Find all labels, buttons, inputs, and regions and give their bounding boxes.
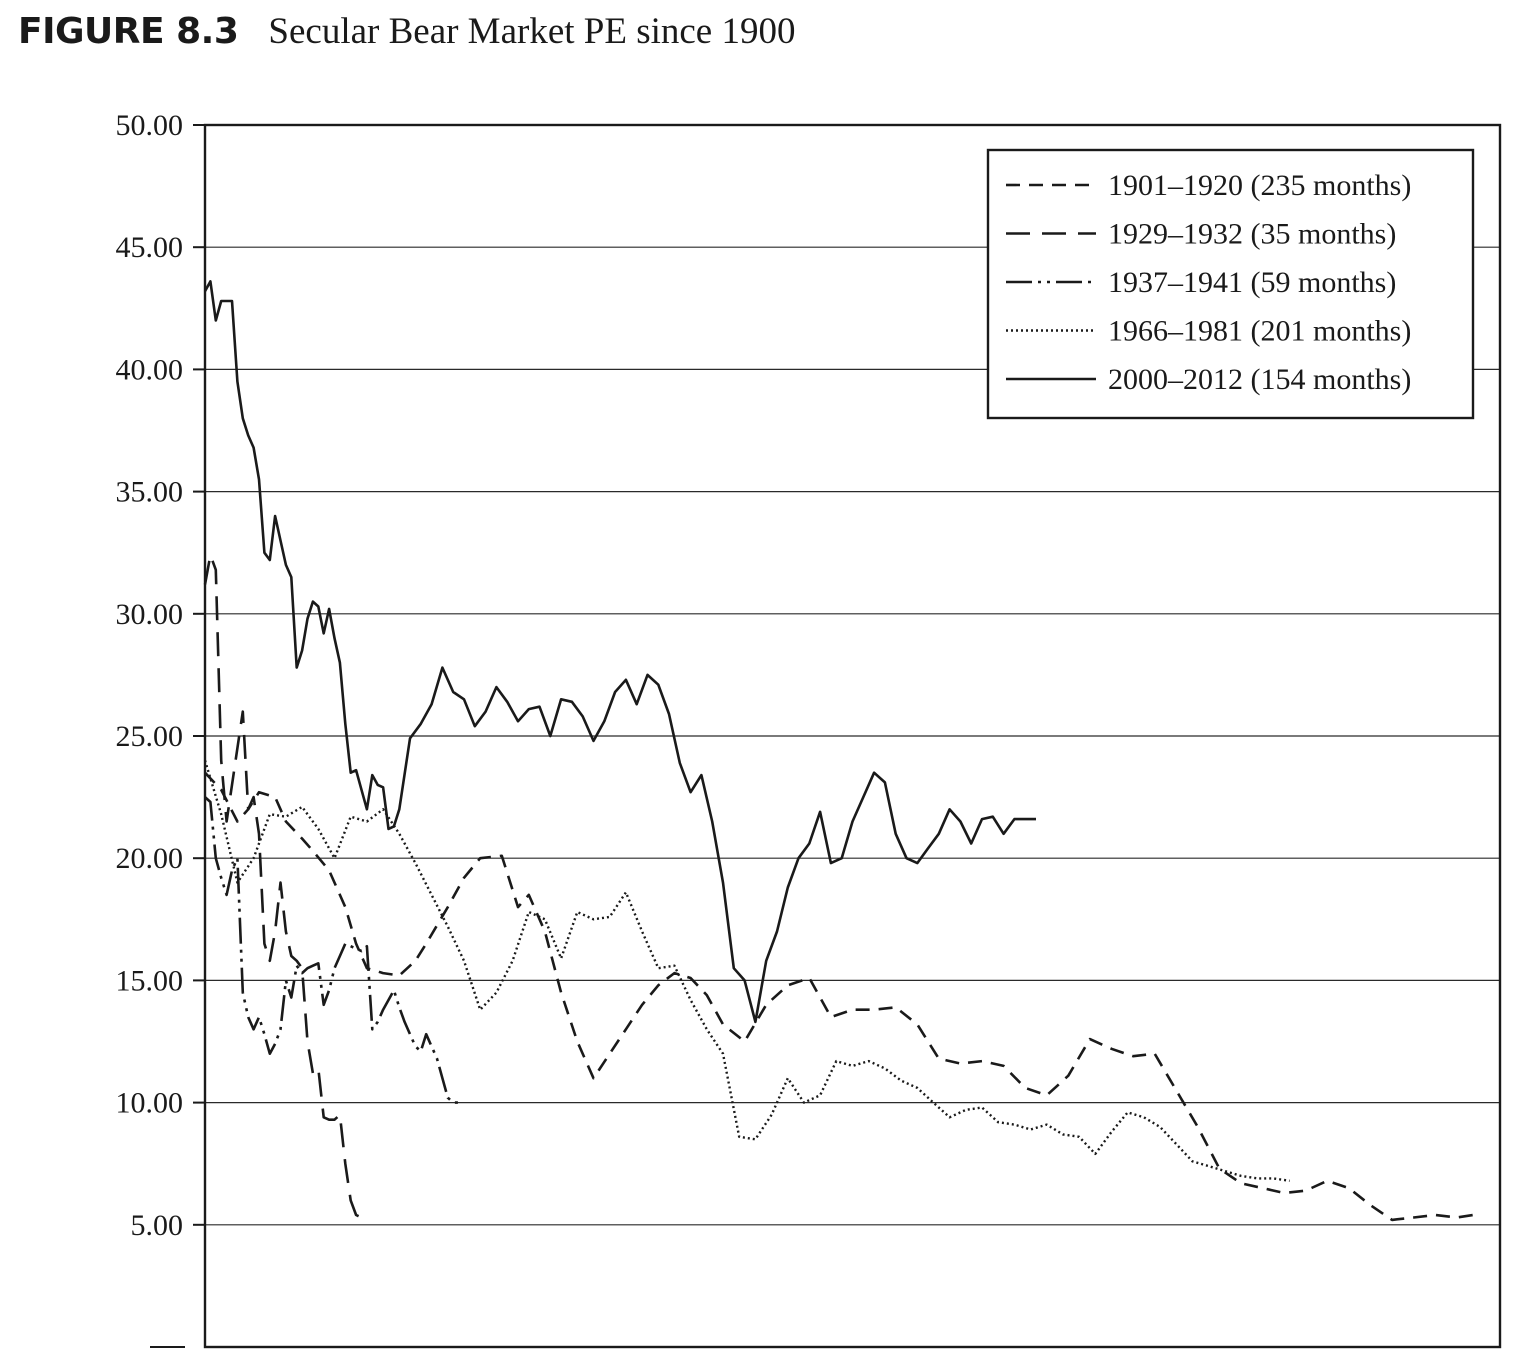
y-tick-label: 5.00	[131, 1209, 184, 1242]
y-tick-label: 10.00	[116, 1087, 184, 1120]
y-tick-label: 40.00	[116, 353, 184, 386]
legend-label: 1901–1920 (235 months)	[1108, 169, 1411, 202]
y-tick-label: 45.00	[116, 231, 184, 264]
plot-frame	[203, 123, 1502, 1349]
plot-border	[203, 123, 1502, 1349]
y-tick-label: 25.00	[116, 720, 184, 753]
y-tick-label: 30.00	[116, 598, 184, 631]
series-line-0	[204, 771, 1474, 1222]
legend-label: 1966–1981 (201 months)	[1108, 315, 1411, 348]
y-axis: 5.00 10.00 15.00 20.00 25.00 30.00 35.00 40.00 4…	[116, 109, 205, 1348]
legend-label: 1937–1941 (59 months)	[1108, 266, 1396, 299]
series-line-1	[203, 553, 363, 1219]
legend-label: 1929–1932 (35 months)	[1108, 218, 1396, 251]
series-lines	[203, 280, 1474, 1222]
y-tick-label: 50.00	[116, 109, 184, 142]
figure-label: FIGURE 8.3	[18, 11, 239, 52]
y-tick-label: 15.00	[116, 964, 184, 997]
y-tick-label: 20.00	[116, 842, 184, 875]
series-line-4	[203, 280, 1036, 1024]
legend-label: 2000–2012 (154 months)	[1108, 363, 1411, 396]
series-line-2	[204, 796, 459, 1104]
figure-header: FIGURE 8.3 Secular Bear Market PE since 1…	[18, 10, 795, 53]
y-tick-label: 35.00	[116, 476, 184, 509]
legend-box	[986, 148, 1475, 420]
legend: 1901–1920 (235 months) 1929–1932 (35 mont…	[986, 148, 1475, 420]
figure-title: Secular Bear Market PE since 1900	[268, 11, 796, 52]
